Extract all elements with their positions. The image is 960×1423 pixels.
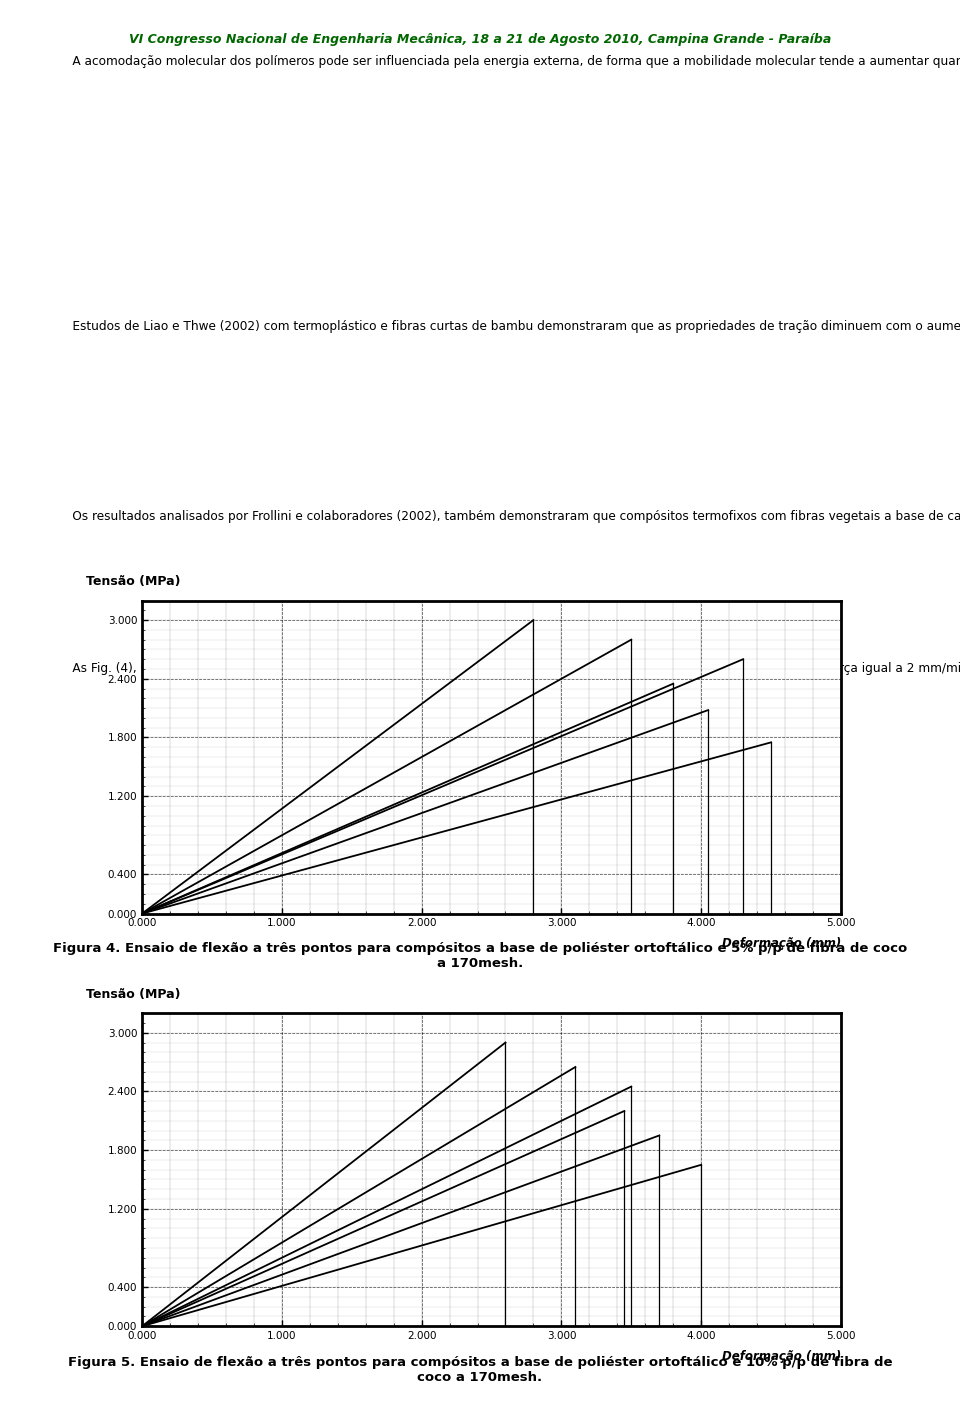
Text: Figura 5. Ensaio de flexão a três pontos para compósitos a base de poliéster ort: Figura 5. Ensaio de flexão a três pontos…	[68, 1356, 892, 1385]
Text: Figura 4. Ensaio de flexão a três pontos para compósitos a base de poliéster ort: Figura 4. Ensaio de flexão a três pontos…	[53, 942, 907, 970]
Text: Estudos de Liao e Thwe (2002) com termoplástico e fibras curtas de bambu demonst: Estudos de Liao e Thwe (2002) com termop…	[53, 320, 960, 333]
Text: Tensão (MPa): Tensão (MPa)	[86, 988, 180, 1000]
Text: Tensão (MPa): Tensão (MPa)	[86, 575, 180, 588]
Text: Deformação (mm): Deformação (mm)	[722, 1349, 841, 1363]
Text: VI Congresso Nacional de Engenharia Mecânica, 18 a 21 de Agosto 2010, Campina Gr: VI Congresso Nacional de Engenharia Mecâ…	[129, 33, 831, 46]
Text: Deformação (mm): Deformação (mm)	[722, 938, 841, 951]
Text: A acomodação molecular dos polímeros pode ser influenciada pela energia externa,: A acomodação molecular dos polímeros pod…	[53, 55, 960, 68]
Text: As Fig. (4), (5) e (6) mostram os resultados das curvas de ensaio de tração de t: As Fig. (4), (5) e (6) mostram os result…	[53, 662, 960, 675]
Text: Os resultados analisados por Frollini e colaboradores (2002), também demonstrara: Os resultados analisados por Frollini e …	[53, 509, 960, 524]
